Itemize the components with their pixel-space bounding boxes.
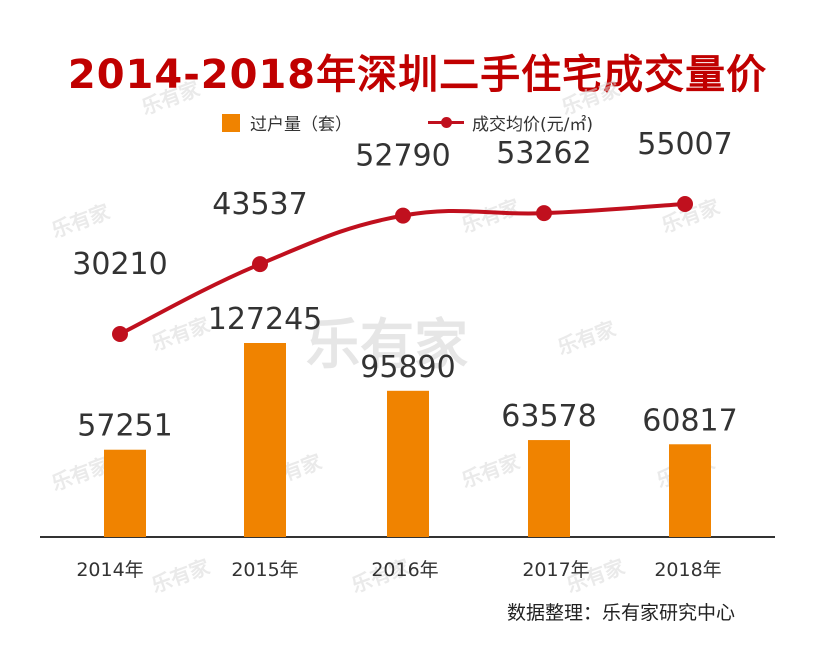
line-point bbox=[677, 196, 693, 212]
bar bbox=[104, 449, 146, 537]
legend-item-line: 成交均价(元/㎡) bbox=[428, 110, 593, 135]
x-tick-label: 2014年 bbox=[76, 559, 143, 581]
chart-title: 2014-2018年深圳二手住宅成交量价 bbox=[67, 52, 768, 98]
line-value-label: 55007 bbox=[637, 127, 732, 162]
line-value-label: 30210 bbox=[72, 247, 167, 282]
bar-value-label: 60817 bbox=[642, 403, 737, 438]
bar-value-label: 63578 bbox=[501, 399, 596, 434]
bar bbox=[387, 390, 429, 537]
legend-item-bar: 过户量（套） bbox=[222, 110, 352, 135]
x-tick-label: 2017年 bbox=[522, 559, 589, 581]
line-point bbox=[252, 256, 268, 273]
line-value-label: 43537 bbox=[212, 187, 307, 222]
bar-value-label: 57251 bbox=[77, 409, 172, 444]
bar-value-label: 95890 bbox=[360, 350, 455, 385]
line-point bbox=[112, 326, 128, 342]
legend-line-dot bbox=[441, 117, 452, 128]
bar bbox=[244, 343, 286, 537]
legend-bar-label: 过户量（套） bbox=[250, 115, 352, 135]
legend-line-swatch bbox=[428, 117, 464, 128]
line-point bbox=[395, 207, 411, 224]
legend: 过户量（套） 成交均价(元/㎡) bbox=[0, 104, 835, 135]
bar bbox=[669, 444, 711, 537]
bar-value-label: 127245 bbox=[208, 302, 323, 337]
x-tick-label: 2018年 bbox=[654, 559, 721, 581]
line-point bbox=[536, 205, 552, 222]
line-value-label: 52790 bbox=[355, 139, 450, 174]
x-tick-label: 2016年 bbox=[371, 559, 438, 581]
x-tick-label: 2015年 bbox=[231, 559, 298, 581]
bar bbox=[528, 440, 570, 537]
source-note: 数据整理：乐有家研究中心 bbox=[506, 602, 735, 624]
line-value-label: 53262 bbox=[496, 136, 591, 171]
legend-bar-swatch bbox=[222, 113, 240, 132]
legend-line-label: 成交均价(元/㎡) bbox=[472, 115, 593, 135]
watermark-center: 乐有家 bbox=[306, 313, 468, 376]
